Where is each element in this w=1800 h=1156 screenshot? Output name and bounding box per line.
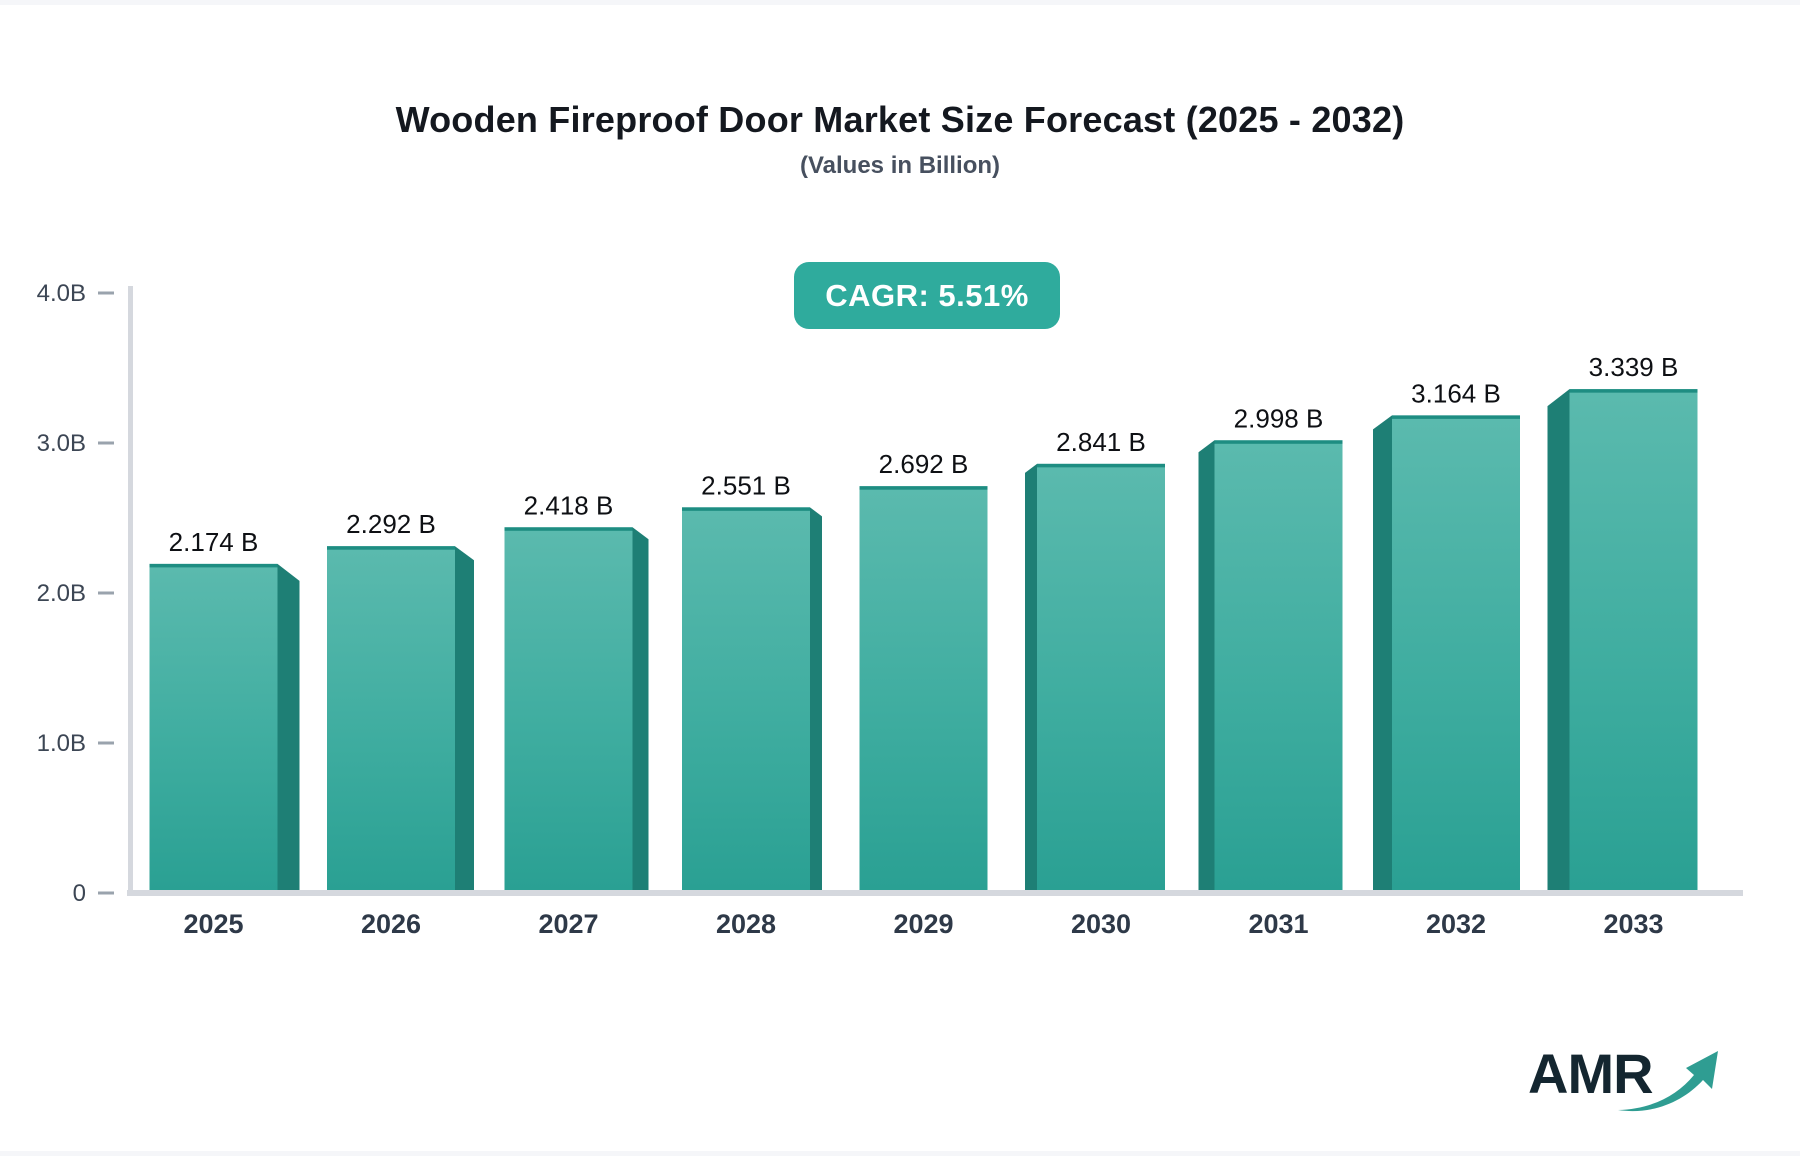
bar-top-edge	[859, 486, 988, 490]
bar-front-face	[1569, 389, 1698, 890]
bar-2032: 3.164 B 2032	[1373, 378, 1520, 939]
growth-arrow-icon	[1618, 1051, 1718, 1112]
bar-front-face	[1214, 440, 1343, 890]
bar-front-face	[682, 507, 810, 890]
bar-value-label: 2.292 B	[346, 509, 436, 539]
x-tick-label: 2032	[1426, 909, 1486, 939]
y-tick-label: 3.0B	[37, 430, 86, 457]
cagr-badge-label: CAGR: 5.51%	[825, 277, 1029, 313]
bar-value-label: 2.418 B	[524, 490, 614, 520]
bar-side-face	[1025, 463, 1037, 890]
bar-2028: 2.551 B 2028	[682, 470, 822, 939]
chart-subtitle: (Values in Billion)	[799, 152, 1001, 179]
bar-value-label: 2.998 B	[1234, 403, 1324, 433]
bar-value-label: 3.164 B	[1411, 378, 1501, 408]
x-tick-label: 2029	[893, 909, 953, 939]
bar-front-face	[327, 546, 455, 890]
bar-front-face	[149, 563, 278, 890]
x-tick-label: 2026	[361, 909, 421, 939]
bar-value-label: 2.551 B	[701, 470, 791, 500]
cagr-badge: CAGR: 5.51%	[794, 262, 1060, 329]
bar-top-edge	[327, 546, 455, 550]
x-axis-line	[127, 890, 1743, 896]
bar-2030: 2.841 B 2030	[1025, 427, 1165, 939]
x-tick-label: 2025	[183, 909, 243, 939]
bar-side-face	[1547, 389, 1570, 890]
bar-front-face	[1392, 415, 1520, 890]
bar-top-edge	[149, 563, 278, 568]
bar-front-face	[1037, 463, 1165, 890]
y-tick-label: 1.0B	[37, 730, 86, 757]
bar-top-edge	[1214, 440, 1343, 444]
bar-2027: 2.418 B 2027	[504, 490, 649, 939]
bar-value-label: 2.692 B	[879, 449, 969, 479]
bar-value-label: 3.339 B	[1589, 352, 1679, 382]
bar-2026: 2.292 B 2026	[327, 509, 474, 939]
x-tick-label: 2030	[1071, 909, 1131, 939]
bar-top-edge	[1037, 463, 1165, 468]
x-tick-label: 2027	[538, 909, 598, 939]
bar-front-face	[859, 486, 988, 890]
bar-2029: 2.692 B 2029	[859, 449, 988, 939]
amr-logo-text: AMR	[1528, 1042, 1654, 1105]
y-axis-line	[128, 286, 133, 896]
bar-2025: 2.174 B 2025	[149, 527, 300, 939]
bar-top-edge	[504, 527, 633, 531]
bar-value-label: 2.174 B	[169, 527, 259, 557]
x-tick-label: 2031	[1248, 909, 1308, 939]
bar-front-face	[504, 527, 633, 890]
bar-side-face	[1198, 440, 1215, 890]
amr-logo: AMR	[1528, 1041, 1748, 1125]
bar-side-face	[810, 507, 822, 890]
x-tick-label: 2033	[1603, 909, 1663, 939]
bar-top-edge	[1392, 415, 1520, 419]
bar-2031: 2.998 B 2031	[1198, 403, 1343, 939]
y-tick-label: 4.0B	[37, 280, 86, 307]
bar-side-face	[632, 527, 649, 890]
x-tick-label: 2028	[716, 909, 776, 939]
y-tick-label: 0	[73, 880, 86, 907]
bar-top-edge	[682, 507, 810, 511]
bar-value-label: 2.841 B	[1056, 427, 1146, 457]
bar-side-face	[455, 546, 474, 890]
bar-2033: 3.339 B 2033	[1547, 352, 1698, 939]
bar-side-face	[1373, 415, 1392, 890]
bar-side-face	[277, 563, 300, 890]
y-tick-label: 2.0B	[37, 580, 86, 607]
bar-top-edge	[1569, 389, 1698, 393]
chart-title: Wooden Fireproof Door Market Size Foreca…	[395, 99, 1405, 140]
